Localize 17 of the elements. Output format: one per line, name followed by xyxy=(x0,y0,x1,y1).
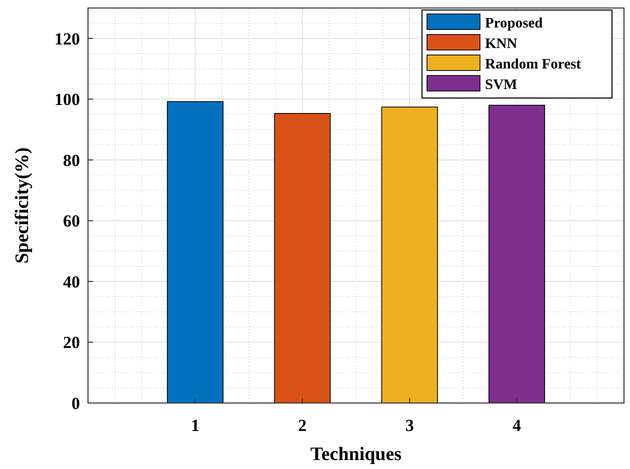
y-axis-title: Specificity(%) xyxy=(12,147,33,264)
y-tick-label: 100 xyxy=(54,90,80,110)
y-tick-label: 120 xyxy=(54,29,80,48)
y-tick-label: 20 xyxy=(63,333,80,352)
x-tick-label: 4 xyxy=(512,416,522,435)
legend-label: Random Forest xyxy=(485,56,582,72)
y-tick-label: 40 xyxy=(63,272,80,292)
legend-label: Proposed xyxy=(485,16,543,32)
x-tick-label: 3 xyxy=(405,416,414,435)
x-axis-title: Techniques xyxy=(310,444,402,465)
y-tick-label: 0 xyxy=(72,394,80,413)
x-tick-label: 2 xyxy=(298,416,307,435)
y-tick-label: 60 xyxy=(63,212,80,231)
legend-label: SVM xyxy=(485,77,518,93)
y-tick-label: 80 xyxy=(63,150,80,170)
x-tick-label: 1 xyxy=(190,416,200,435)
legend-label: KNN xyxy=(485,36,518,52)
